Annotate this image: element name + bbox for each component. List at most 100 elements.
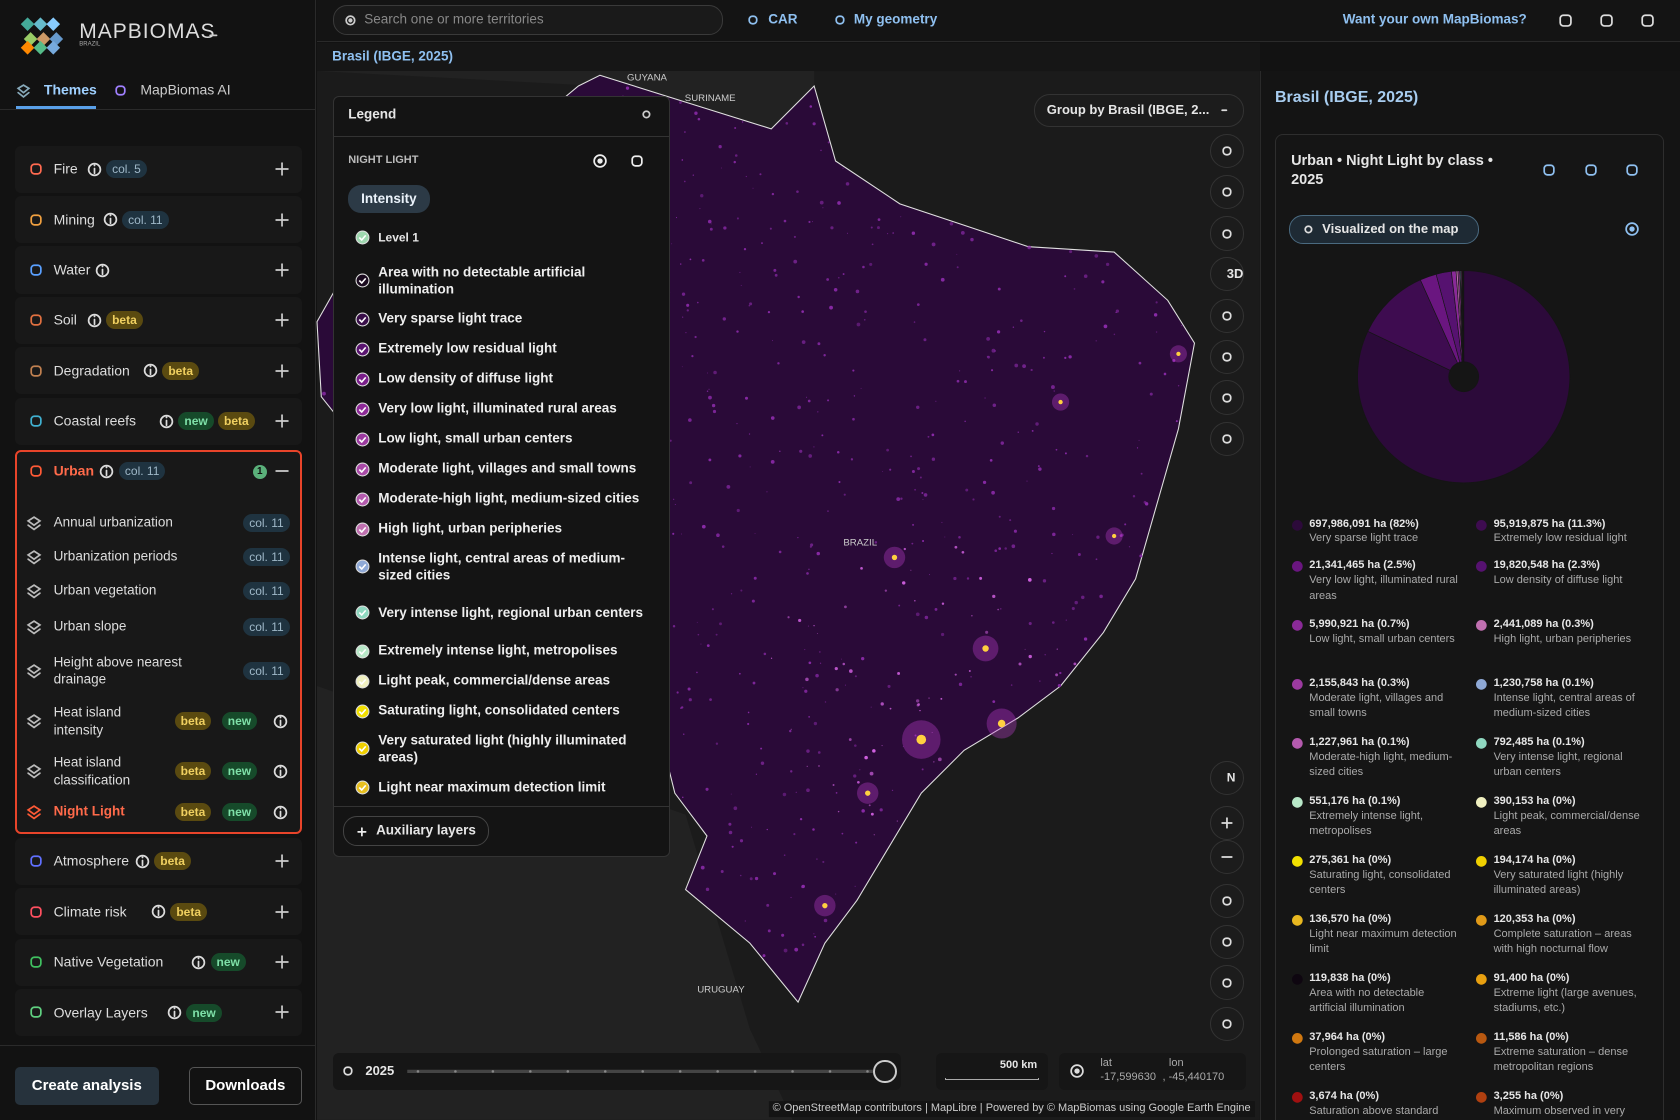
circle-icon[interactable] (1069, 1063, 1085, 1079)
map-control[interactable] (1209, 760, 1244, 795)
visualized-badge[interactable] (1288, 215, 1479, 245)
plus-icon[interactable] (274, 954, 290, 970)
map-control[interactable] (1209, 380, 1244, 415)
theme-card[interactable] (15, 145, 303, 193)
legend-item[interactable]: Moderate-high light, medium-sized cities (378, 490, 640, 506)
glyph (30, 465, 43, 478)
circle-icon[interactable] (1624, 221, 1640, 237)
glyph-icon[interactable] (1624, 162, 1640, 178)
legend-item[interactable]: Area with no detectable artificial illum… (378, 264, 586, 297)
my-geometry-link[interactable]: My geometry (853, 11, 938, 27)
plus-icon[interactable] (274, 161, 290, 177)
plus-icon[interactable] (274, 1004, 290, 1020)
legend-item[interactable]: Extremely low residual light (378, 340, 557, 356)
legend-item[interactable]: Low light, small urban centers (378, 430, 573, 446)
theme-card[interactable] (15, 988, 303, 1037)
light-dot (763, 652, 767, 655)
legend-item[interactable]: Intense light, central areas of medium-s… (378, 550, 626, 583)
map-control[interactable] (1209, 257, 1244, 292)
theme-card[interactable] (15, 246, 303, 294)
light-dot (1138, 361, 1142, 365)
map-control[interactable] (1209, 133, 1244, 169)
map-control[interactable] (1209, 965, 1244, 1000)
light-dot (1055, 673, 1059, 676)
plus-icon[interactable] (274, 212, 290, 228)
intensity-tab[interactable]: Intensity (348, 185, 430, 214)
layers-icon (26, 714, 42, 729)
light-dot (1072, 533, 1074, 535)
light-dot (821, 434, 824, 437)
group-by-dropdown[interactable] (1033, 94, 1244, 128)
plus-icon[interactable] (274, 312, 290, 328)
layer-name[interactable]: Heat island classification (53, 754, 131, 788)
downloads-button[interactable]: Downloads (188, 1067, 303, 1105)
glyph-icon[interactable] (1598, 12, 1615, 29)
map-control[interactable] (1209, 216, 1244, 251)
map-control[interactable] (1209, 1007, 1244, 1042)
timeline-knob[interactable] (873, 1059, 897, 1084)
light-dot (813, 933, 815, 935)
light-dot (900, 215, 902, 217)
legend-item[interactable]: Saturating light, consolidated centers (378, 702, 620, 718)
legend-item[interactable]: Very intense light, regional urban cente… (378, 605, 644, 621)
layer-name[interactable]: Urban vegetation (53, 582, 157, 598)
layer-name[interactable]: Urban slope (53, 618, 127, 634)
glyph-icon[interactable] (640, 108, 653, 121)
legend-item[interactable]: Light peak, commercial/dense areas (378, 672, 611, 688)
create-analysis-button[interactable]: Create analysis (15, 1067, 159, 1105)
tab-ai[interactable]: MapBiomas AI (140, 81, 231, 98)
map-control[interactable] (1209, 339, 1244, 374)
light-dot (712, 607, 715, 610)
check (358, 610, 366, 617)
auxiliary-button[interactable] (342, 816, 489, 847)
glyph-icon[interactable] (1557, 12, 1574, 29)
light-dot (861, 808, 866, 813)
plus-icon[interactable] (274, 262, 290, 278)
layer-name[interactable]: Urbanization periods (53, 548, 178, 564)
light-dot (964, 379, 968, 383)
legend-item[interactable]: Moderate light, villages and small towns (378, 460, 637, 476)
glyph-icon[interactable] (1639, 12, 1656, 29)
map-control[interactable] (1209, 174, 1244, 209)
plus-icon[interactable] (274, 363, 290, 379)
light-dot (706, 390, 709, 392)
legend-item[interactable]: Very low light, illuminated rural areas (378, 400, 617, 416)
theme-card[interactable] (15, 296, 303, 344)
info-ring (99, 464, 113, 479)
legend-item[interactable]: High light, urban peripheries (378, 520, 562, 536)
tab-themes[interactable]: Themes (43, 81, 97, 98)
minus-icon[interactable] (274, 463, 290, 479)
legend-item[interactable]: Extremely intense light, metropolises (378, 642, 618, 658)
light-dot (740, 284, 742, 286)
car-link[interactable]: CAR (768, 11, 798, 27)
circle-icon[interactable] (592, 153, 608, 169)
plus-icon[interactable] (274, 413, 290, 429)
theme-card[interactable] (15, 938, 303, 986)
plus-icon[interactable] (274, 904, 290, 920)
legend-item[interactable]: Very saturated light (highly illuminated… (378, 732, 627, 765)
glyph-icon[interactable] (1583, 162, 1599, 178)
theme-card[interactable] (15, 347, 303, 395)
own-mapbiomas-link[interactable]: Want your own MapBiomas? (1342, 11, 1527, 27)
layer-name[interactable]: Height above nearest drainage (53, 654, 182, 687)
light-dot (989, 458, 993, 462)
layer-name[interactable]: Night Light (53, 803, 125, 819)
legend-item[interactable]: Very sparse light trace (378, 310, 523, 326)
layer-name[interactable]: Annual urbanization (53, 514, 173, 530)
search-box[interactable] (333, 5, 724, 36)
map-control[interactable] (1209, 422, 1244, 457)
plus-icon[interactable] (274, 853, 290, 869)
light-dot (822, 207, 824, 208)
map-control[interactable] (1209, 298, 1244, 334)
light-dot (816, 858, 818, 860)
light-dot (790, 896, 792, 898)
legend-item[interactable]: Light near maximum detection limit (378, 779, 606, 795)
map-control[interactable] (1209, 883, 1244, 919)
legend-swatch (355, 674, 370, 689)
legend-item[interactable]: Low density of diffuse light (378, 370, 553, 386)
layer-name[interactable]: Heat island intensity (53, 704, 122, 738)
layer (16, 83, 31, 98)
map-control[interactable] (1209, 924, 1244, 959)
glyph-icon[interactable] (1541, 162, 1557, 178)
glyph-icon[interactable] (629, 153, 645, 169)
